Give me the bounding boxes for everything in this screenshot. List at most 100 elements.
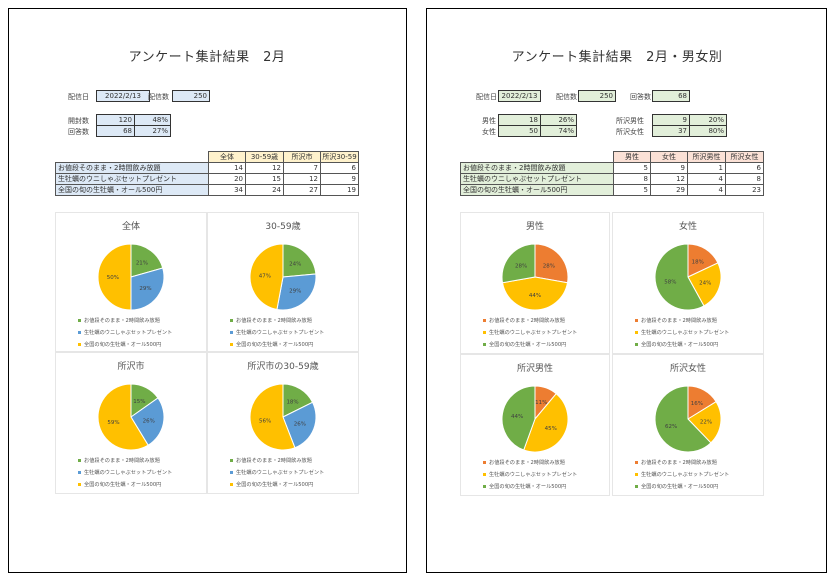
chart-title: 全体 — [121, 222, 140, 232]
table-cell: 29 — [650, 184, 688, 196]
pie-data-label: 56% — [259, 418, 271, 424]
pie-slice — [501, 276, 569, 311]
legend-marker-icon — [635, 343, 638, 346]
legend-label: お値段そのまま・2時間飲み放題 — [489, 460, 565, 466]
stat-label: 所沢女性 — [616, 128, 644, 136]
stat-label: 開封数 — [68, 117, 89, 125]
pie-data-label: 47% — [259, 273, 271, 279]
legend-item: 生牡蠣のウニしゃぶセットプレゼント — [78, 329, 172, 336]
pie-data-label: 21% — [136, 261, 148, 267]
legend-label: 全国の旬の生牡蠣・オール500円 — [84, 342, 162, 348]
legend-item: お値段そのまま・2時間飲み放題 — [483, 317, 565, 324]
pie-data-label: 29% — [139, 286, 151, 292]
chart-title: 男性 — [525, 222, 544, 232]
pie-chart: 全体 21% 29% 50% お値段そのまま・2時間飲み放題 生牡蠣のウニしゃぶセットプレ… — [55, 212, 207, 352]
pie-svg: 18% 26% 56% — [249, 383, 317, 451]
pie-data-label: 59% — [107, 420, 119, 426]
stat-percent: 27% — [134, 125, 171, 137]
pie-data-label: 26% — [143, 419, 155, 425]
pie-slice — [501, 243, 536, 284]
legend-marker-icon — [635, 473, 638, 476]
legend-marker-icon — [230, 343, 233, 346]
stat-count: 68 — [96, 125, 135, 137]
pie-slice — [276, 273, 317, 311]
legend-marker-icon — [635, 461, 638, 464]
info-value: 2022/2/13 — [96, 90, 150, 102]
info-label: 配信日 — [476, 93, 497, 101]
pie-slice — [97, 383, 149, 451]
legend-item: お値段そのまま・2時間飲み放題 — [635, 459, 717, 466]
info-value: 68 — [652, 90, 690, 102]
pie-data-label: 58% — [664, 280, 676, 286]
legend-marker-icon — [483, 331, 486, 334]
legend-item: 全国の旬の生牡蠣・オール500円 — [483, 341, 566, 348]
pie-data-label: 24% — [699, 281, 711, 287]
legend-item: 全国の旬の生牡蠣・オール500円 — [230, 341, 313, 348]
legend-label: 生牡蠣のウニしゃぶセットプレゼント — [84, 330, 173, 336]
pie-slice — [654, 243, 705, 311]
pie-data-label: 24% — [289, 262, 301, 268]
pie-slice — [249, 243, 284, 311]
legend-marker-icon — [635, 331, 638, 334]
legend-label: お値段そのまま・2時間飲み放題 — [641, 460, 717, 466]
legend-label: 生牡蠣のウニしゃぶセットプレゼント — [489, 472, 578, 478]
table-header: 所沢30-59 — [320, 151, 359, 163]
pie-chart: 所沢男性 11% 45% 44% お値段そのまま・2時間飲み放題 生牡蠣のウニしゃぶセット… — [460, 354, 610, 496]
pie-slice — [534, 243, 569, 284]
legend-marker-icon — [483, 319, 486, 322]
pie-data-label: 44% — [511, 414, 523, 420]
pie-chart: 所沢女性 16% 22% 62% お値段そのまま・2時間飲み放題 生牡蠣のウニしゃぶセット… — [612, 354, 764, 496]
pie-data-label: 50% — [107, 275, 119, 281]
pie-data-label: 16% — [691, 401, 703, 407]
legend-item: お値段そのまま・2時間飲み放題 — [230, 457, 312, 464]
pie-slice — [687, 262, 722, 307]
legend-item: 生牡蠣のウニしゃぶセットプレゼント — [230, 469, 324, 476]
pie-data-label: 29% — [289, 288, 301, 294]
legend-marker-icon — [78, 319, 81, 322]
table-row-label: 全国の旬の生牡蠣・オール500円 — [460, 184, 614, 196]
table-cell: 23 — [725, 184, 764, 196]
table-cell: 5 — [613, 184, 651, 196]
pie-svg: 21% 29% 50% — [97, 243, 165, 311]
pie-slice — [249, 383, 296, 451]
legend-marker-icon — [78, 459, 81, 462]
pie-slice — [523, 393, 569, 453]
table-cell: 19 — [320, 184, 359, 196]
pie-chart: 所沢市 15% 26% 59% お値段そのまま・2時間飲み放題 生牡蠣のウニしゃぶセットプ… — [55, 352, 207, 494]
legend-label: 全国の旬の生牡蠣・オール500円 — [84, 482, 162, 488]
pie-svg: 15% 26% 59% — [97, 383, 165, 451]
pie-data-label: 15% — [133, 399, 145, 405]
pie-data-label: 28% — [543, 263, 555, 269]
legend-marker-icon — [230, 471, 233, 474]
pie-slice — [97, 243, 132, 311]
table-row-label: 全国の旬の生牡蠣・オール500円 — [55, 184, 209, 196]
legend-label: 全国の旬の生牡蠣・オール500円 — [641, 484, 719, 490]
legend-marker-icon — [635, 485, 638, 488]
info-label: 配信日 — [68, 93, 89, 101]
legend-marker-icon — [230, 459, 233, 462]
legend-marker-icon — [230, 483, 233, 486]
pie-slice — [687, 401, 722, 444]
info-value: 250 — [578, 90, 616, 102]
pie-data-label: 62% — [665, 424, 677, 430]
chart-title: 所沢市 — [117, 362, 145, 372]
chart-title: 所沢女性 — [669, 364, 706, 374]
legend-item: 全国の旬の生牡蠣・オール500円 — [483, 483, 566, 490]
pie-data-label: 44% — [529, 293, 541, 299]
table-cell: 24 — [245, 184, 284, 196]
legend-marker-icon — [78, 343, 81, 346]
pie-slice — [130, 267, 165, 311]
legend-marker-icon — [635, 319, 638, 322]
pie-data-label: 28% — [515, 263, 527, 269]
chart-title: 30-59歳 — [265, 222, 301, 232]
legend-item: 全国の旬の生牡蠣・オール500円 — [230, 481, 313, 488]
pie-svg: 16% 22% 62% — [654, 385, 722, 453]
legend-marker-icon — [78, 483, 81, 486]
legend-label: 生牡蠣のウニしゃぶセットプレゼント — [236, 330, 325, 336]
legend-marker-icon — [78, 471, 81, 474]
stat-count: 37 — [652, 125, 690, 137]
legend-item: お値段そのまま・2時間飲み放題 — [483, 459, 565, 466]
legend-label: 全国の旬の生牡蠣・オール500円 — [236, 482, 314, 488]
pie-svg: 28% 44% 28% — [501, 243, 569, 311]
stat-label: 男性 — [482, 117, 496, 125]
